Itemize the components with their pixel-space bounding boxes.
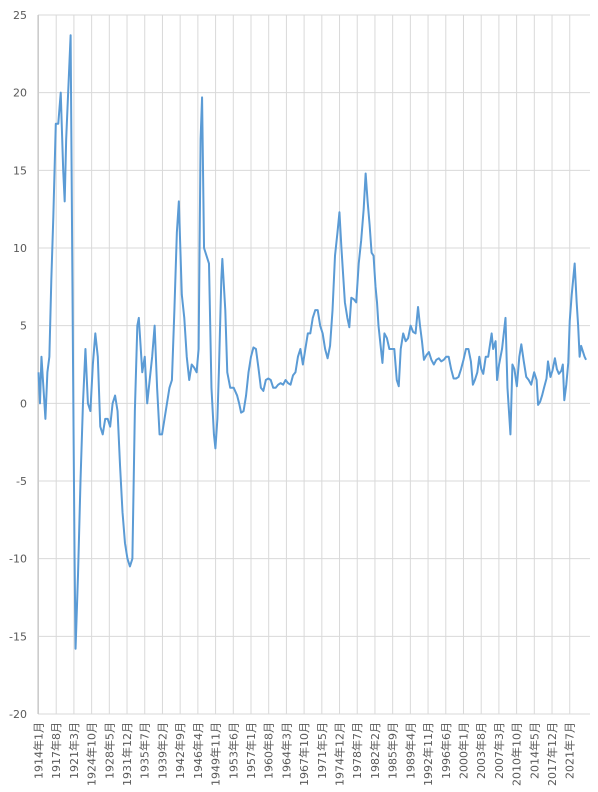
x-tick-label: 2010年10月 (510, 722, 524, 786)
x-tick-label: 1982年2月 (368, 722, 382, 779)
x-tick-label: 1960年8月 (262, 722, 276, 779)
x-tick-label: 1967年10月 (297, 722, 311, 786)
x-tick-label: 1957年1月 (244, 722, 258, 779)
x-tick-label: 1931年12月 (120, 722, 134, 786)
y-tick-label: 20 (13, 87, 27, 100)
y-tick-label: 10 (13, 242, 27, 255)
y-tick-label: -15 (9, 630, 27, 643)
y-tick-label: 15 (13, 164, 27, 177)
x-tick-label: 1953年6月 (226, 722, 240, 779)
x-tick-label: 1946年4月 (191, 722, 205, 779)
x-tick-label: 1917年8月 (49, 722, 63, 779)
x-tick-label: 1992年11月 (421, 722, 435, 786)
x-tick-label: 1985年9月 (386, 722, 400, 779)
y-tick-label: 25 (13, 9, 27, 22)
x-tick-label: 1996年6月 (439, 722, 453, 779)
x-tick-label: 2007年3月 (492, 722, 506, 779)
x-tick-label: 2017年12月 (545, 722, 559, 786)
y-tick-label: 5 (20, 320, 27, 333)
x-tick-label: 1989年4月 (403, 722, 417, 779)
x-tick-label: 1942年9月 (173, 722, 187, 779)
x-tick-label: 1921年3月 (67, 722, 81, 779)
y-tick-label: -10 (9, 553, 27, 566)
x-tick-label: 2021年7月 (563, 722, 577, 779)
x-tick-label: 1935年7月 (138, 722, 152, 779)
y-tick-label: 0 (20, 397, 27, 410)
x-tick-label: 1978年7月 (350, 722, 364, 779)
x-tick-label: 2014年5月 (527, 722, 541, 779)
x-tick-label: 1928年5月 (102, 722, 116, 779)
x-tick-label: 1914年1月 (31, 722, 45, 779)
x-tick-label: 1949年11月 (209, 722, 223, 786)
x-tick-label: 1939年2月 (155, 722, 169, 779)
x-tick-label: 1971年5月 (315, 722, 329, 779)
y-tick-label: -20 (9, 708, 27, 721)
data-line (37, 34, 587, 650)
x-tick-label: 2003年8月 (474, 722, 488, 779)
x-tick-label: 1924年10月 (85, 722, 99, 786)
x-tick-label: 2000年1月 (456, 722, 470, 779)
y-tick-label: -5 (16, 475, 27, 488)
x-tick-label: 1964年3月 (279, 722, 293, 779)
x-tick-label: 1974年12月 (333, 722, 347, 786)
